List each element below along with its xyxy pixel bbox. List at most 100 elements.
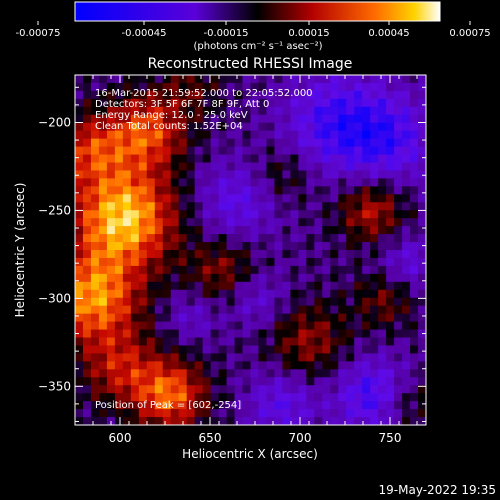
heatmap-cell <box>418 90 426 100</box>
heatmap-cell <box>290 409 299 418</box>
heatmap-cell <box>202 75 212 84</box>
heatmap-cell <box>234 82 244 92</box>
heatmap-cell <box>202 329 212 339</box>
heatmap-cell <box>122 385 132 394</box>
heatmap-cell <box>90 186 100 195</box>
heatmap-cell <box>306 297 315 307</box>
heatmap-cell <box>386 385 395 394</box>
heatmap-cell <box>162 321 172 331</box>
heatmap-cell <box>242 337 252 347</box>
heatmap-cell <box>234 273 244 283</box>
heatmap-cell <box>418 210 426 219</box>
heatmap-cell <box>338 210 347 219</box>
heatmap-cell <box>170 250 180 259</box>
heatmap-cell <box>98 202 108 211</box>
heatmap-cell <box>298 194 307 203</box>
heatmap-cell <box>154 98 164 108</box>
heatmap-cell <box>186 345 196 354</box>
heatmap-cell <box>122 114 132 124</box>
heatmap-cell <box>194 226 204 235</box>
heatmap-cell <box>266 146 276 156</box>
heatmap-cell <box>75 361 84 370</box>
heatmap-cell <box>194 417 204 425</box>
colorbar-tick-label: 0.00075 <box>449 28 490 39</box>
heatmap-cell <box>274 313 284 323</box>
heatmap-cell <box>410 146 419 156</box>
heatmap-cell <box>202 178 212 187</box>
heatmap-cell <box>282 90 291 100</box>
heatmap-cell <box>258 265 268 275</box>
heatmap-cell <box>346 417 355 425</box>
heatmap-cell <box>130 154 140 164</box>
heatmap-cell <box>210 186 220 195</box>
heatmap-cell <box>242 242 252 251</box>
heatmap-cell <box>90 313 100 323</box>
heatmap-cell <box>362 257 371 267</box>
annotation-line: 16-Mar-2015 21:59:52.000 to 22:05:52.000 <box>95 88 313 99</box>
heatmap-cell <box>202 202 212 211</box>
heatmap-cell <box>378 210 387 219</box>
heatmap-cell <box>226 138 236 148</box>
heatmap-cell <box>82 106 92 116</box>
heatmap-cell <box>338 377 347 386</box>
heatmap-cell <box>338 170 347 179</box>
heatmap-cell <box>362 98 371 108</box>
heatmap-cell <box>306 75 315 84</box>
heatmap-cell <box>314 353 323 362</box>
heatmap-cell <box>314 178 323 187</box>
heatmap-cell <box>178 273 188 283</box>
heatmap-cell <box>114 82 124 92</box>
heatmap-cell <box>378 194 387 203</box>
heatmap-cell <box>90 106 100 116</box>
heatmap-cell <box>154 130 164 140</box>
heatmap-cell <box>290 257 299 267</box>
heatmap-cell <box>338 289 347 299</box>
x-axis-label: Heliocentric X (arcsec) <box>182 447 318 461</box>
heatmap-cell <box>258 106 268 116</box>
heatmap-cell <box>258 75 268 84</box>
heatmap-cell <box>386 210 395 219</box>
heatmap-cell <box>90 154 100 164</box>
heatmap-cell <box>290 265 299 275</box>
heatmap-cell <box>234 393 244 402</box>
heatmap-cell <box>122 281 132 291</box>
heatmap-cell <box>338 250 347 259</box>
heatmap-cell <box>274 218 284 227</box>
heatmap-cell <box>250 186 260 195</box>
heatmap-cell <box>298 257 307 267</box>
heatmap-cell <box>82 138 92 148</box>
heatmap-cell <box>274 385 284 394</box>
heatmap-cell <box>410 305 419 315</box>
heatmap-cell <box>186 162 196 172</box>
heatmap-cell <box>98 369 108 378</box>
heatmap-cell <box>122 210 132 219</box>
heatmap-cell <box>98 321 108 331</box>
heatmap-cell <box>290 361 299 370</box>
heatmap-cell <box>354 281 363 291</box>
heatmap-cell <box>250 194 260 203</box>
heatmap-cell <box>242 281 252 291</box>
heatmap-cell <box>346 202 355 211</box>
heatmap-cell <box>258 194 268 203</box>
heatmap-cell <box>282 377 291 386</box>
heatmap-cell <box>370 106 379 116</box>
heatmap-cell <box>298 90 307 100</box>
heatmap-cell <box>250 234 260 243</box>
heatmap-cell <box>322 265 331 275</box>
heatmap-cell <box>154 361 164 370</box>
heatmap-cell <box>82 186 92 195</box>
heatmap-cell <box>154 265 164 275</box>
heatmap-cell <box>170 162 180 172</box>
heatmap-cell <box>114 385 124 394</box>
heatmap-cell <box>234 329 244 339</box>
heatmap-cell <box>90 226 100 235</box>
heatmap-cell <box>130 401 140 410</box>
heatmap-cell <box>130 226 140 235</box>
heatmap-cell <box>322 226 331 235</box>
heatmap-cell <box>330 417 339 425</box>
heatmap-cell <box>202 401 212 410</box>
heatmap-cell <box>378 170 387 179</box>
heatmap-cell <box>146 162 156 172</box>
heatmap-cell <box>386 154 395 164</box>
heatmap-cell <box>322 401 331 410</box>
